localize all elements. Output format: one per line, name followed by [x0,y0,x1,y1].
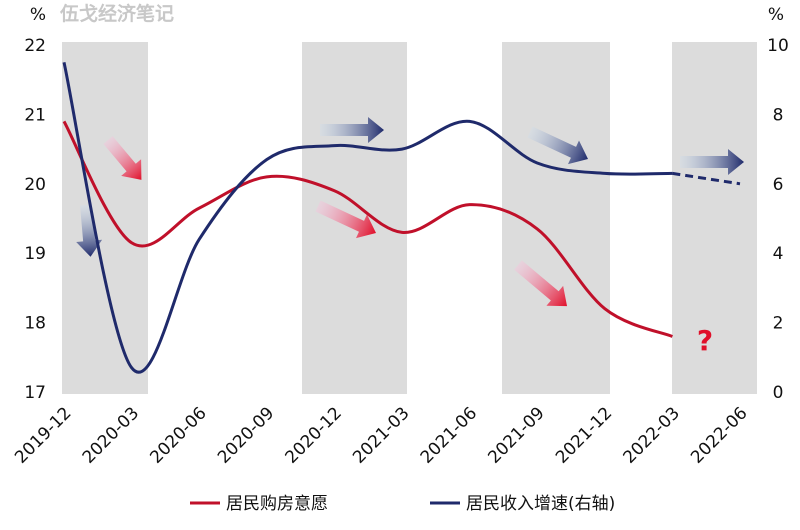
watermark: 伍戈经济笔记 [59,2,174,25]
x-tick-label: 2020-09 [214,403,278,467]
y2-tick-label: 8 [773,105,784,125]
y-tick-label: 18 [24,314,46,334]
x-tick-label: 2022-03 [620,403,684,467]
annotation: ? [697,324,713,357]
y-tick-label: 22 [24,36,46,56]
shaded-periods [62,42,757,394]
y2-tick-label: 0 [773,383,784,403]
x-tick-label: 2019-12 [11,403,75,467]
x-tick-label: 2022-06 [687,403,751,467]
x-tick-label: 2020-06 [146,403,210,467]
x-tick-label: 2021-03 [349,403,413,467]
legend-label: 居民购房意愿 [226,494,328,514]
y-unit: % [30,5,46,25]
projection-line [672,171,741,186]
y2-tick-label: 2 [773,314,784,334]
x-tick-label: 2021-06 [417,403,481,467]
y-tick-label: 20 [24,175,46,195]
series-line [62,62,673,374]
y2-tick-label: 10 [767,36,789,56]
x-tick-label: 2020-03 [79,403,143,467]
y-tick-label: 17 [24,383,46,403]
x-tick-label: 2021-09 [484,403,548,467]
y2-unit: % [768,5,784,25]
arrows [76,117,744,307]
x-tick-label: 2020-12 [282,403,346,467]
y-tick-label: 19 [24,244,46,264]
x-tick-label: 2021-12 [552,403,616,467]
y2-tick-label: 6 [773,175,784,195]
y2-tick-label: 4 [773,244,784,264]
legend-label: 居民收入增速(右轴) [466,494,615,514]
y-tick-label: 21 [24,105,46,125]
series-line [62,120,673,338]
